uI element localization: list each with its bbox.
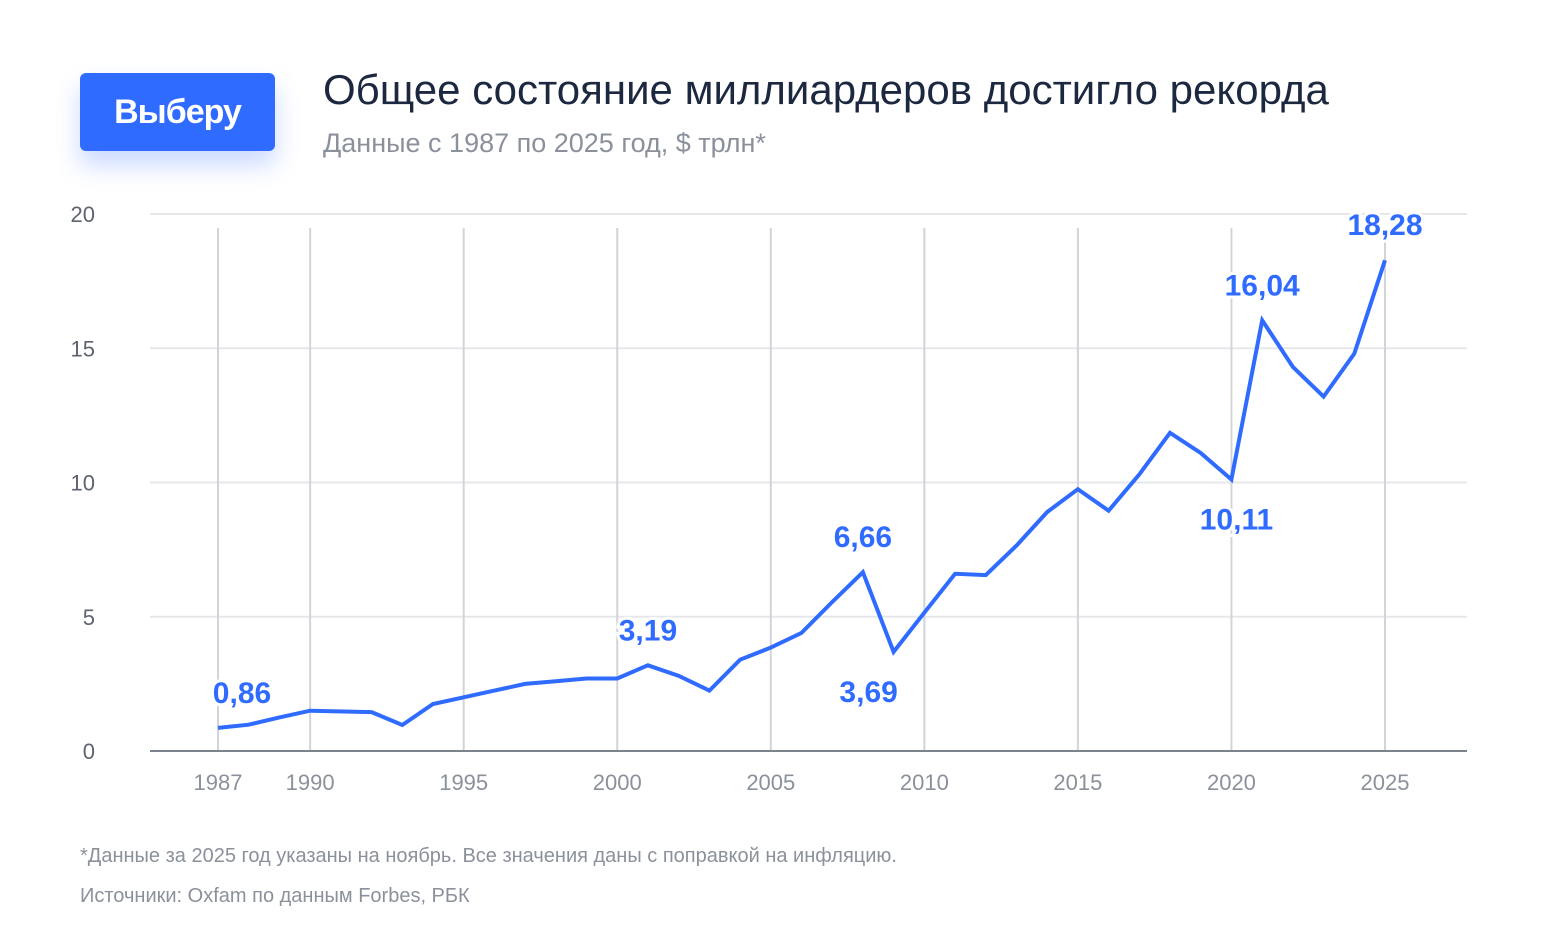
data-label: 3,69	[839, 676, 897, 709]
x-tick-label: 2025	[1361, 770, 1410, 795]
y-tick-label: 5	[83, 605, 95, 630]
x-tick-label: 2020	[1207, 770, 1256, 795]
series-line	[217, 259, 1387, 730]
x-tick-label: 2015	[1053, 770, 1102, 795]
y-tick-label: 0	[83, 739, 95, 764]
chart-subtitle: Данные с 1987 по 2025 год, $ трлн*	[323, 128, 766, 158]
y-tick-label: 15	[71, 336, 95, 361]
data-label: 18,28	[1347, 209, 1422, 242]
data-label: 3,19	[619, 614, 677, 647]
footnote: *Данные за 2025 год указаны на ноябрь. В…	[80, 845, 897, 867]
data-label: 0,86	[213, 677, 271, 710]
x-tick-label: 1987	[194, 770, 243, 795]
chart-title: Общее состояние миллиардеров достигло ре…	[323, 66, 1329, 113]
y-tick-label: 20	[71, 202, 95, 227]
x-tick-label: 2000	[593, 770, 642, 795]
x-tick-label: 1995	[439, 770, 488, 795]
data-label: 10,11	[1200, 504, 1273, 537]
data-label: 6,66	[834, 521, 892, 554]
x-tick-label: 2010	[900, 770, 949, 795]
x-tick-label: 2005	[746, 770, 795, 795]
brand-logo: Выберу	[80, 73, 275, 151]
data-label: 16,04	[1225, 269, 1300, 302]
source-note: Источники: Oxfam по данным Forbes, РБК	[80, 885, 470, 907]
x-tick-label: 1990	[286, 770, 335, 795]
y-tick-label: 10	[71, 471, 95, 496]
